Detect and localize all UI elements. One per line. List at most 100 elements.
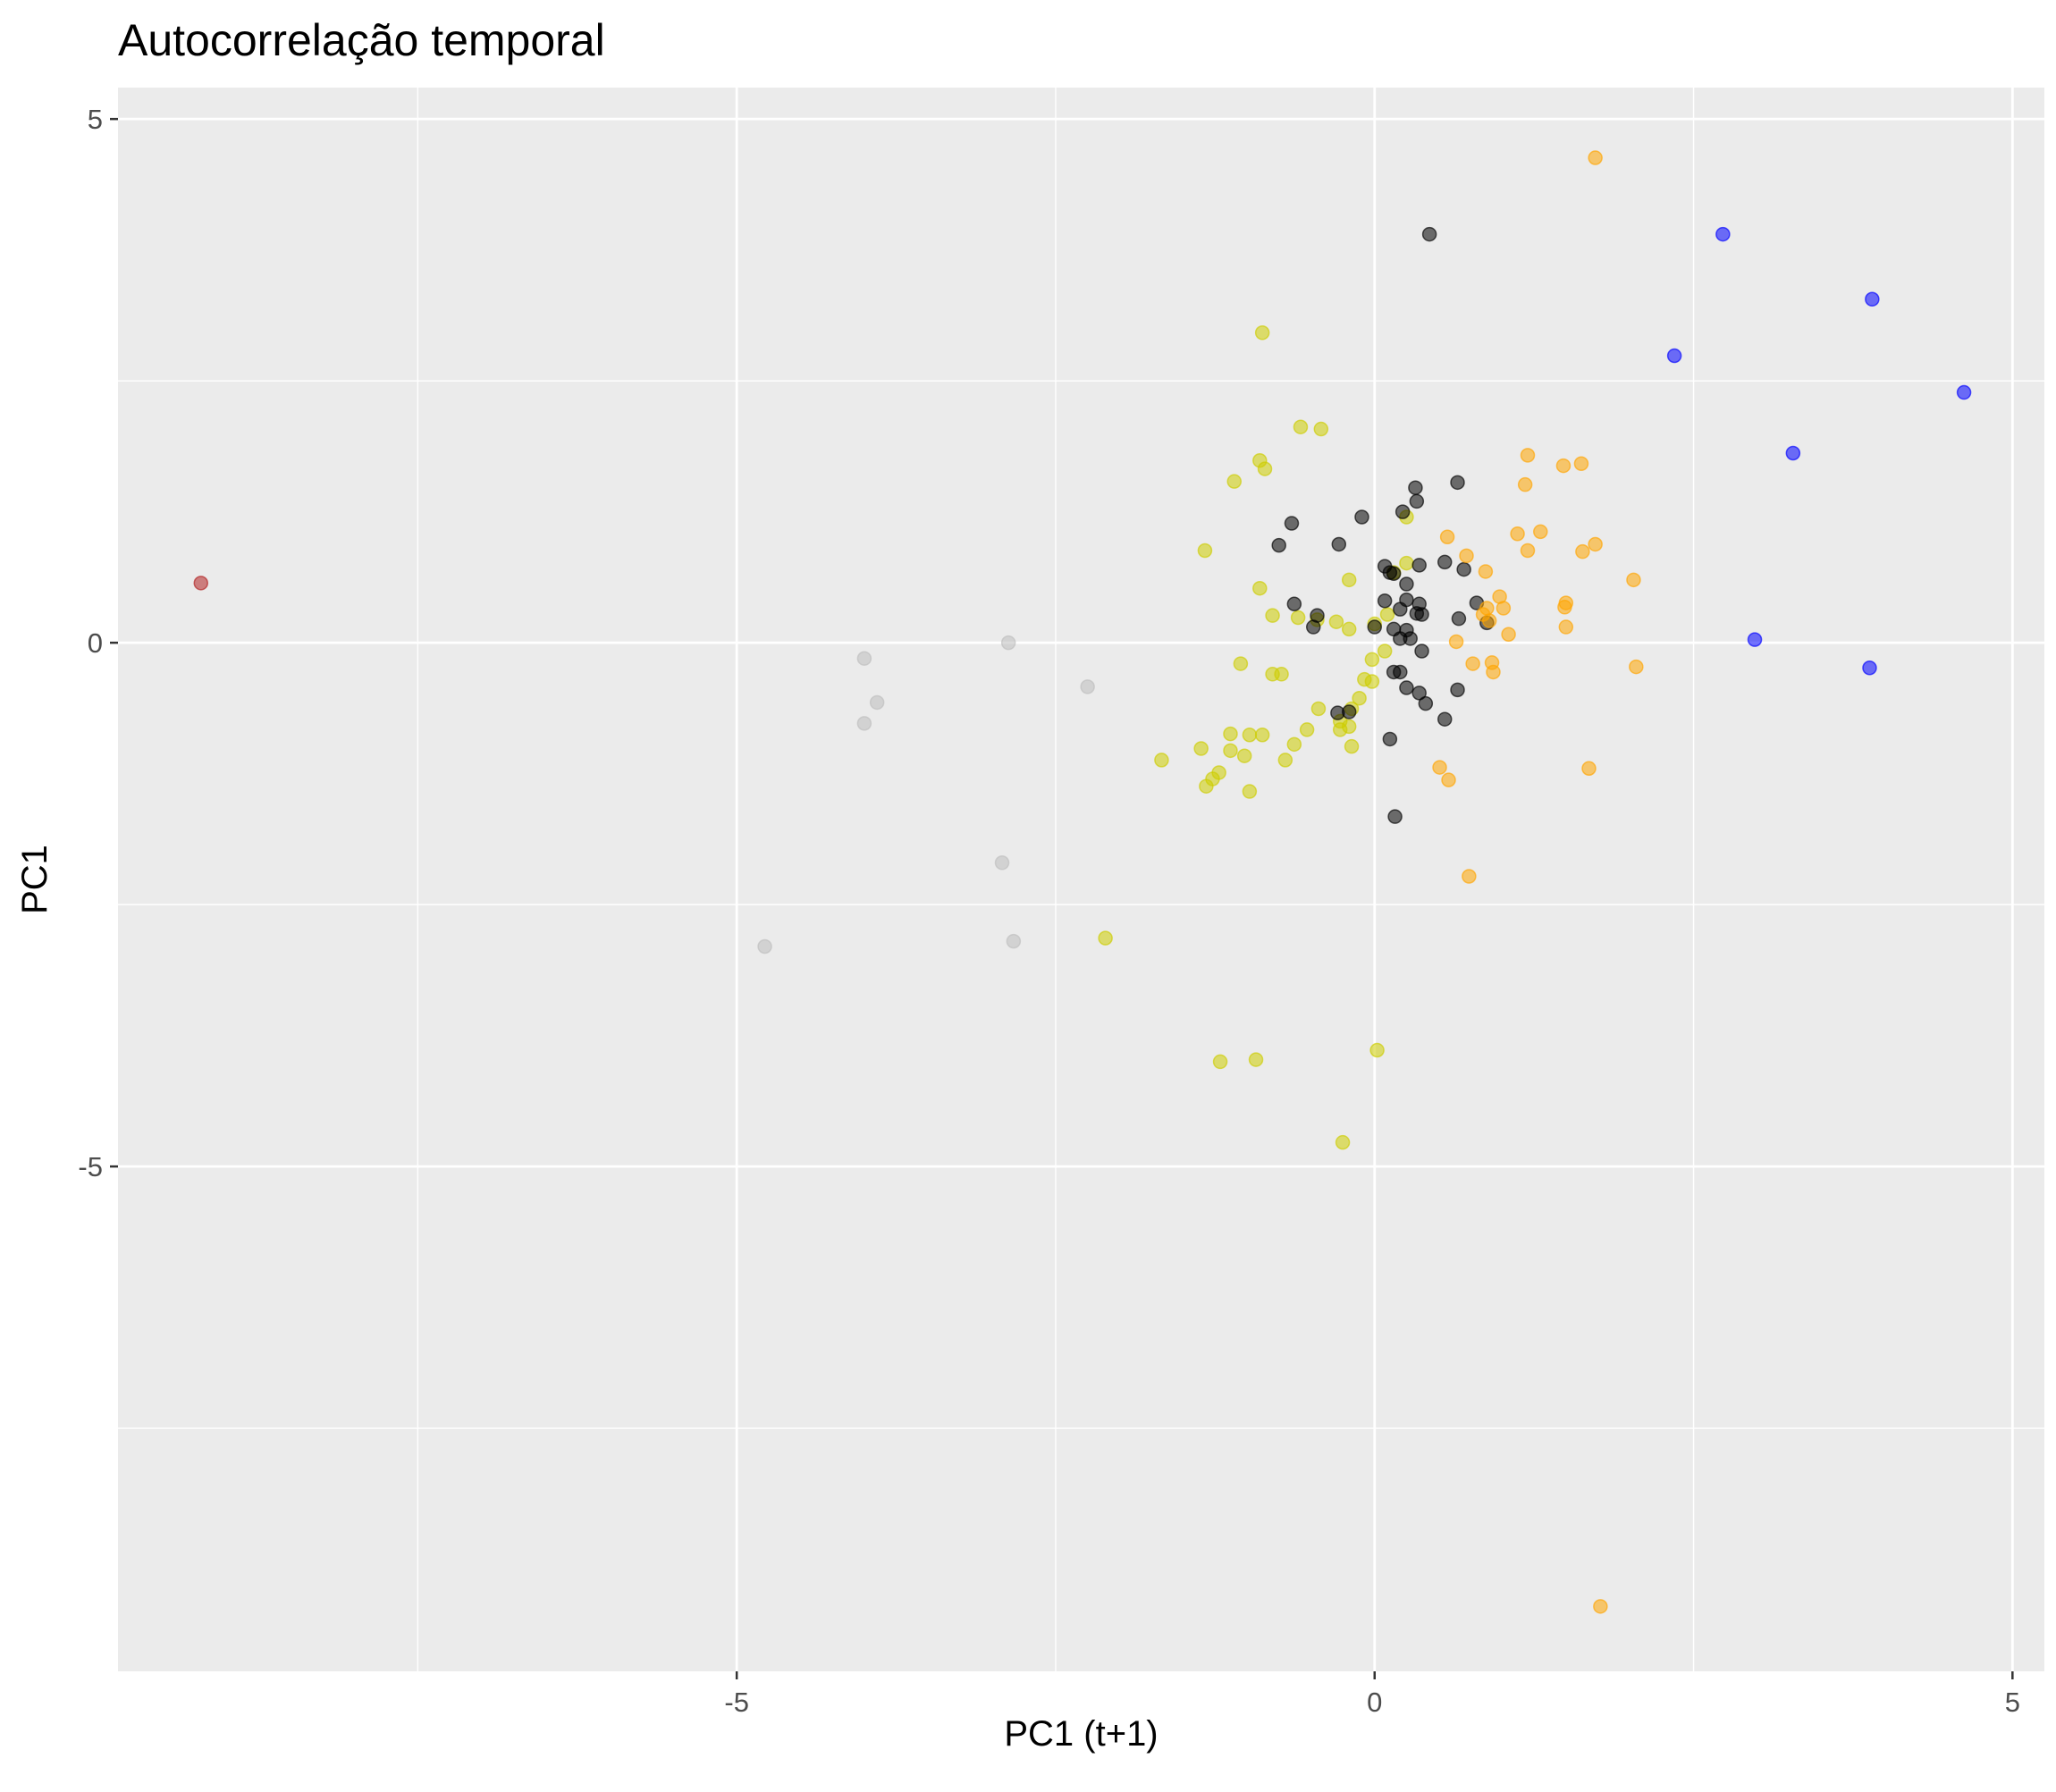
data-point-orange <box>1575 543 1590 559</box>
data-point-orange <box>1573 456 1589 471</box>
data-point-orange <box>1626 572 1641 588</box>
data-point-black <box>1450 682 1465 698</box>
data-point-orange <box>1520 448 1536 463</box>
data-point-orange <box>1448 634 1464 650</box>
data-point-black <box>1399 592 1414 608</box>
data-point-yellow <box>1369 1042 1385 1058</box>
data-point-orange <box>1432 760 1447 775</box>
data-point-black <box>1395 504 1411 519</box>
data-point-black <box>1411 686 1427 701</box>
y-tick-label: 0 <box>88 627 103 659</box>
data-point-yellow <box>1328 614 1344 629</box>
data-points <box>193 150 1972 1614</box>
x-axis-tick-labels: -5 0 5 <box>724 1687 2020 1718</box>
data-point-black <box>1399 576 1414 592</box>
data-point-orange <box>1517 476 1533 492</box>
data-point-yellow <box>1098 930 1113 946</box>
data-point-orange <box>1593 1599 1608 1614</box>
data-point-orange <box>1478 564 1494 579</box>
data-point-yellow <box>1352 691 1367 706</box>
data-point-grey <box>1006 933 1022 949</box>
data-point-black <box>1284 516 1300 531</box>
data-point-yellow <box>1254 728 1270 743</box>
data-point-yellow <box>1379 607 1395 622</box>
data-point-grey <box>1080 679 1095 694</box>
data-point-black <box>1331 536 1347 552</box>
data-point-black <box>1305 619 1321 635</box>
data-point-yellow <box>1236 748 1252 763</box>
y-axis-tick-labels: -5 0 5 <box>78 104 103 1182</box>
data-point-grey <box>856 651 872 666</box>
data-point-yellow <box>1254 324 1270 341</box>
data-point-grey <box>757 938 772 955</box>
data-point-grey <box>994 854 1010 871</box>
data-point-black <box>1367 619 1382 635</box>
data-point-black <box>1450 475 1465 491</box>
data-point-orange <box>1441 772 1456 787</box>
data-point-orange <box>1465 656 1480 671</box>
data-point-black <box>1411 558 1427 573</box>
data-point-grey <box>1000 635 1016 651</box>
data-point-black <box>1456 561 1471 577</box>
data-point-yellow <box>1233 656 1249 671</box>
data-point-blue <box>1862 660 1877 676</box>
y-axis-title: PC1 <box>15 845 55 914</box>
data-point-red <box>193 576 209 591</box>
x-axis-title: PC1 (t+1) <box>1004 1714 1158 1754</box>
data-point-black <box>1437 711 1453 727</box>
data-point-orange <box>1496 601 1512 616</box>
data-point-yellow <box>1341 621 1357 637</box>
y-tick-label: 5 <box>88 104 103 135</box>
data-point-black <box>1377 593 1393 609</box>
data-point-yellow <box>1274 667 1289 682</box>
data-point-yellow <box>1290 610 1306 626</box>
data-point-grey <box>856 716 872 731</box>
data-point-blue <box>1666 348 1682 364</box>
y-tick-label: -5 <box>78 1151 103 1182</box>
data-point-black <box>1451 610 1467 627</box>
data-point-yellow <box>1364 652 1380 668</box>
data-point-grey <box>869 694 885 711</box>
data-point-black <box>1382 731 1398 747</box>
minor-gridlines <box>118 88 2044 1671</box>
data-point-orange <box>1520 543 1536 559</box>
data-point-orange <box>1629 659 1644 675</box>
data-point-orange <box>1533 524 1548 540</box>
data-point-yellow <box>1377 644 1393 659</box>
data-point-yellow <box>1265 608 1280 623</box>
data-point-yellow <box>1286 736 1302 753</box>
data-point-black <box>1437 554 1453 570</box>
data-point-yellow <box>1310 701 1327 717</box>
data-point-yellow <box>1335 1134 1351 1150</box>
data-point-yellow <box>1277 753 1293 768</box>
data-point-yellow <box>1226 474 1243 489</box>
data-point-orange <box>1510 526 1525 542</box>
data-point-blue <box>1956 384 1972 400</box>
chart-title: Autocorrelação temporal <box>118 15 605 65</box>
data-point-black <box>1418 695 1434 711</box>
data-point-yellow <box>1252 580 1268 596</box>
data-point-black <box>1286 596 1302 612</box>
data-point-orange <box>1481 613 1497 628</box>
data-point-yellow <box>1223 743 1238 759</box>
data-point-blue <box>1747 632 1763 647</box>
data-point-orange <box>1558 619 1574 635</box>
data-point-yellow <box>1212 1054 1228 1070</box>
data-point-yellow <box>1242 784 1258 799</box>
x-tick-label: 0 <box>1367 1687 1382 1718</box>
data-point-black <box>1330 705 1345 720</box>
x-tick-label: 5 <box>2005 1687 2020 1718</box>
plot-panel <box>118 88 2044 1671</box>
data-point-blue <box>1715 226 1731 242</box>
data-point-orange <box>1588 150 1603 165</box>
data-point-orange <box>1581 761 1597 777</box>
data-point-yellow <box>1257 461 1273 476</box>
data-point-black <box>1421 226 1437 242</box>
data-point-yellow <box>1313 421 1329 437</box>
data-point-black <box>1271 537 1286 553</box>
data-point-orange <box>1501 627 1516 643</box>
data-point-orange <box>1462 869 1477 884</box>
data-point-orange <box>1557 600 1572 615</box>
data-point-black <box>1409 493 1425 509</box>
